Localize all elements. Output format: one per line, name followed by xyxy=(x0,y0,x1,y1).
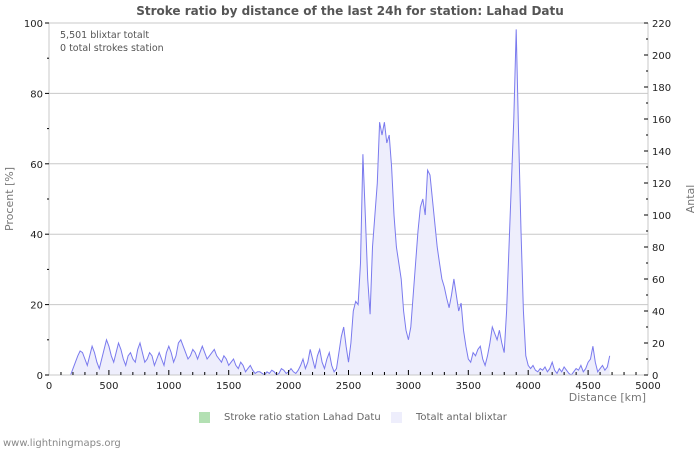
svg-text:60: 60 xyxy=(652,275,665,286)
svg-text:Antal: Antal xyxy=(684,185,697,214)
svg-text:40: 40 xyxy=(652,307,665,318)
svg-text:0: 0 xyxy=(37,371,43,382)
svg-text:80: 80 xyxy=(652,243,665,254)
svg-text:5000: 5000 xyxy=(635,381,660,392)
svg-text:0: 0 xyxy=(652,371,658,382)
svg-text:0: 0 xyxy=(46,381,52,392)
gridlines xyxy=(49,22,648,306)
svg-text:3500: 3500 xyxy=(456,381,481,392)
svg-text:20: 20 xyxy=(30,301,43,312)
svg-text:180: 180 xyxy=(652,83,671,94)
svg-text:60: 60 xyxy=(30,160,43,171)
svg-text:100: 100 xyxy=(652,211,671,222)
svg-text:2500: 2500 xyxy=(336,381,361,392)
svg-text:4500: 4500 xyxy=(575,381,600,392)
axes: 0 500 1000 1500 2000 2500 3000 3500 4000 4500 5000… xyxy=(3,19,697,404)
svg-text:40: 40 xyxy=(30,230,43,241)
svg-text:1500: 1500 xyxy=(216,381,241,392)
svg-text:140: 140 xyxy=(652,147,671,158)
footer-link[interactable]: www.lightningmaps.org xyxy=(3,438,121,449)
info-box: 5,501 blixtar totalt 0 total strokes sta… xyxy=(60,29,164,55)
info-total-strokes: 5,501 blixtar totalt xyxy=(60,30,150,41)
chart-title: Stroke ratio by distance of the last 24h… xyxy=(136,4,564,18)
svg-text:160: 160 xyxy=(652,115,671,126)
svg-text:Procent [%]: Procent [%] xyxy=(3,167,16,231)
series-total-strokes xyxy=(70,29,611,376)
svg-text:80: 80 xyxy=(30,89,43,100)
svg-text:500: 500 xyxy=(99,381,118,392)
svg-text:1000: 1000 xyxy=(156,381,181,392)
legend-swatch-green xyxy=(199,412,210,423)
svg-text:2000: 2000 xyxy=(276,381,301,392)
svg-text:200: 200 xyxy=(652,51,671,62)
legend-label: Stroke ratio station Lahad Datu xyxy=(224,412,381,423)
info-station-strokes: 0 total strokes station xyxy=(60,43,164,54)
svg-text:4000: 4000 xyxy=(515,381,540,392)
svg-text:220: 220 xyxy=(652,19,671,30)
svg-text:100: 100 xyxy=(24,19,43,30)
legend-label: Totalt antal blixtar xyxy=(416,412,507,423)
svg-text:3000: 3000 xyxy=(396,381,421,392)
svg-text:Distance [km]: Distance [km] xyxy=(569,391,646,404)
svg-text:120: 120 xyxy=(652,179,671,190)
svg-text:20: 20 xyxy=(652,339,665,350)
legend-item-total-strokes: Totalt antal blixtar xyxy=(391,412,507,423)
legend-item-station-ratio: Stroke ratio station Lahad Datu xyxy=(199,412,381,423)
legend-swatch-lavender xyxy=(391,412,402,423)
